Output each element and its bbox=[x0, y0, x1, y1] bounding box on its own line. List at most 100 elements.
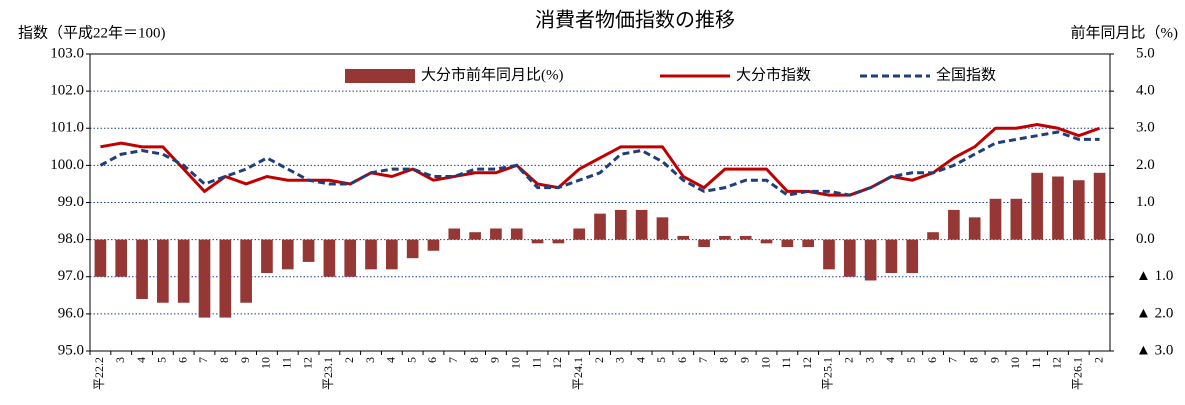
x-tick-label: 4 bbox=[883, 357, 897, 363]
x-tick-label: 2 bbox=[592, 357, 606, 363]
bar bbox=[781, 239, 794, 248]
x-tick-label: 6 bbox=[175, 357, 189, 363]
x-tick-label: 8 bbox=[467, 357, 481, 363]
x-tick-label: 3 bbox=[363, 357, 377, 363]
x-tick-label: 10 bbox=[508, 357, 522, 369]
bar bbox=[698, 239, 710, 248]
x-tick-label: 平25.1 bbox=[821, 357, 835, 390]
plot-frame bbox=[89, 53, 1111, 352]
x-tick-label: 2 bbox=[842, 357, 856, 363]
legend-swatch bbox=[345, 69, 415, 83]
legend-label: 大分市前年同月比(%) bbox=[421, 66, 564, 83]
bar bbox=[885, 239, 898, 274]
y2-tick-label: ▲ 1.0 bbox=[1136, 268, 1173, 284]
bar bbox=[406, 239, 419, 259]
bar bbox=[573, 228, 586, 240]
bar bbox=[1072, 180, 1085, 240]
x-tick-label: 平23.1 bbox=[321, 357, 335, 390]
x-tick-label: 5 bbox=[404, 357, 418, 363]
bar bbox=[614, 209, 627, 240]
x-tick-label: 5 bbox=[904, 357, 918, 363]
x-tick-label: 5 bbox=[654, 357, 668, 363]
bar bbox=[719, 235, 731, 240]
bar bbox=[94, 239, 107, 277]
x-tick-label: 3 bbox=[613, 357, 627, 363]
bar bbox=[677, 235, 690, 240]
bar bbox=[261, 239, 273, 274]
x-tick-label: 3 bbox=[113, 357, 127, 363]
bar bbox=[906, 239, 919, 274]
y2-tick-label: 2.0 bbox=[1136, 157, 1155, 173]
x-tick-label: 12 bbox=[800, 357, 814, 369]
bar bbox=[968, 217, 981, 240]
x-tick-label: 6 bbox=[425, 357, 439, 363]
y2-tick-label: 4.0 bbox=[1136, 83, 1155, 99]
bar bbox=[531, 239, 544, 244]
y-tick-label: 103.0 bbox=[50, 45, 84, 61]
y-axis-label: 指数（平成22年＝100) bbox=[18, 24, 166, 41]
x-tick-label: 7 bbox=[446, 357, 460, 363]
x-tick-label: 7 bbox=[196, 357, 210, 363]
y2-tick-label: 1.0 bbox=[1136, 194, 1155, 210]
bar bbox=[552, 239, 565, 244]
x-tick-label: 平24.1 bbox=[571, 357, 585, 390]
legend-label: 全国指数 bbox=[936, 65, 996, 83]
bar bbox=[1010, 198, 1023, 240]
y-tick-label: 96.0 bbox=[58, 305, 84, 321]
x-tick-label: 9 bbox=[987, 357, 1001, 363]
x-tick-label: 12 bbox=[1050, 357, 1064, 369]
x-tick-label: 4 bbox=[134, 357, 148, 363]
bar bbox=[386, 239, 398, 270]
x-tick-label: 9 bbox=[488, 357, 502, 363]
x-tick-label: 6 bbox=[925, 357, 939, 363]
y2-tick-label: 3.0 bbox=[1136, 120, 1155, 136]
x-tick-label: 11 bbox=[280, 357, 294, 369]
x-tick-label: 11 bbox=[1029, 357, 1043, 369]
x-tick-label: 2 bbox=[1091, 357, 1105, 363]
bar bbox=[490, 228, 502, 240]
bar bbox=[240, 239, 252, 303]
x-tick-label: 8 bbox=[217, 357, 231, 363]
bar bbox=[760, 239, 773, 244]
bar bbox=[864, 239, 877, 281]
x-tick-label: 10 bbox=[259, 357, 273, 369]
y-tick-label: 95.0 bbox=[58, 342, 84, 358]
x-tick-label: 12 bbox=[550, 357, 564, 369]
bar bbox=[365, 239, 377, 270]
x-tick-label: 平26.1 bbox=[1071, 357, 1085, 390]
bar bbox=[1093, 172, 1106, 240]
bar bbox=[281, 239, 294, 270]
bar bbox=[344, 239, 357, 277]
x-tick-label: 平22.2 bbox=[92, 357, 106, 390]
bar bbox=[989, 198, 1002, 240]
y2-tick-label: ▲ 3.0 bbox=[1136, 342, 1173, 358]
line bbox=[100, 123, 1101, 197]
bar bbox=[177, 239, 190, 303]
x-tick-label: 10 bbox=[758, 357, 772, 369]
bar bbox=[469, 232, 481, 240]
y-tick-label: 97.0 bbox=[58, 268, 84, 284]
x-tick-label: 9 bbox=[238, 357, 252, 363]
line bbox=[99, 130, 1100, 197]
y-tick-label: 98.0 bbox=[58, 231, 84, 247]
x-tick-label: 11 bbox=[779, 357, 793, 369]
x-tick-label: 12 bbox=[300, 357, 314, 369]
y-tick-label: 100.0 bbox=[50, 157, 84, 173]
bar bbox=[1052, 176, 1064, 240]
bar bbox=[656, 217, 669, 240]
bar bbox=[927, 232, 939, 240]
x-tick-label: 11 bbox=[529, 357, 543, 369]
x-tick-label: 8 bbox=[717, 357, 731, 363]
bar bbox=[802, 239, 814, 248]
x-tick-label: 4 bbox=[633, 357, 647, 363]
x-tick-label: 7 bbox=[946, 357, 960, 363]
bar bbox=[115, 239, 128, 277]
bar bbox=[739, 235, 752, 240]
legend-label: 大分市指数 bbox=[736, 66, 811, 83]
chart-title: 消費者物価指数の推移 bbox=[535, 9, 735, 32]
bar bbox=[323, 239, 336, 277]
x-tick-label: 9 bbox=[737, 357, 751, 363]
x-tick-label: 7 bbox=[696, 357, 710, 363]
bar bbox=[635, 209, 648, 240]
